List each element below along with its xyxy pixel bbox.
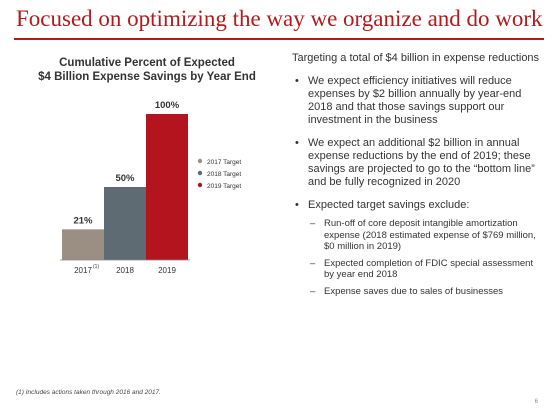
bullet-text: We expect efficiency initiatives will re… [308, 75, 522, 126]
bullet-item: We expect efficiency initiatives will re… [292, 75, 544, 127]
legend-entry: 2019 Target [207, 183, 241, 190]
bullet-text: Expected target savings exclude: [308, 199, 470, 211]
savings-commentary: Targeting a total of $4 billion in expen… [292, 52, 544, 307]
footnote: (1) Includes actions taken through 2016 … [16, 389, 161, 396]
bar-2017 [62, 229, 104, 260]
bullet-text: We expect an additional $2 billion in an… [308, 137, 535, 188]
legend-entry: 2018 Target [207, 171, 241, 178]
x-tick-label: 2018 [116, 266, 134, 275]
legend-swatch [197, 182, 203, 188]
bullet-item: Expected target savings exclude: Run-off… [292, 199, 544, 297]
intro-text: Targeting a total of $4 billion in expen… [292, 52, 540, 64]
page-number: 6 [534, 399, 538, 405]
x-tick-footnote-marker: (1) [93, 264, 99, 270]
x-tick-label: 2019 [158, 266, 176, 275]
savings-bar-chart: 21% 2017 (1) 50% 2018 100% 2019 2017 Target 2018… [60, 100, 241, 275]
slide-title: Focused on optimizing the way we organiz… [16, 6, 543, 31]
title-divider [14, 38, 544, 40]
sub-bullet-item: Expense saves due to sales of businesses [308, 286, 544, 298]
legend-swatch [197, 170, 203, 176]
sub-bullet-item: Expected completion of FDIC special asse… [308, 258, 544, 281]
legend-swatch [197, 158, 203, 164]
bar-2018 [104, 187, 146, 260]
chart-title-line2: $4 Billion Expense Savings by Year End [38, 71, 256, 83]
x-tick-label: 2017 [74, 266, 92, 275]
sub-bullet-item: Run-off of core deposit intangible amort… [308, 218, 544, 253]
bullet-item: We expect an additional $2 billion in an… [292, 137, 544, 189]
bullet-list: We expect efficiency initiatives will re… [292, 75, 544, 297]
chart-title-line1: Cumulative Percent of Expected [59, 57, 235, 69]
bar-value-label: 21% [73, 215, 93, 226]
bar-value-label: 50% [115, 173, 135, 184]
bar-value-label: 100% [155, 100, 180, 111]
bar-2019 [146, 114, 188, 260]
legend-entry: 2017 Target [207, 159, 241, 166]
chart-title: Cumulative Percent of Expected $4 Billio… [18, 56, 276, 84]
sub-bullet-list: Run-off of core deposit intangible amort… [308, 218, 544, 297]
